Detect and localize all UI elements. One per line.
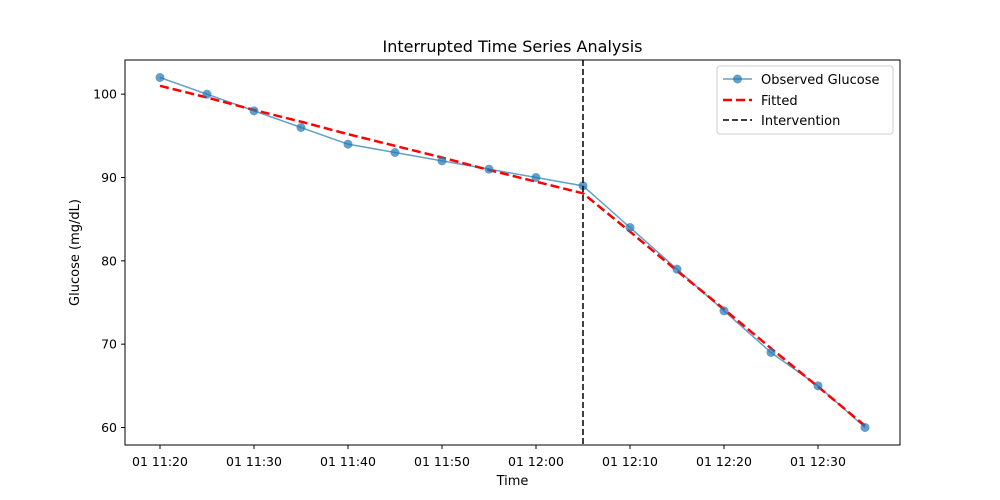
chart-title: Interrupted Time Series Analysis	[383, 37, 643, 56]
x-tick-label: 01 12:30	[790, 454, 846, 469]
observed-glucose-point	[766, 348, 776, 357]
fitted-line	[159, 84, 866, 427]
legend-label-intervention: Intervention	[761, 114, 840, 129]
observed-glucose-point	[531, 173, 541, 182]
observed-glucose-point	[437, 156, 447, 166]
legend: Observed Glucose Fitted Intervention	[716, 65, 894, 135]
series-layer	[155, 60, 870, 445]
observed-glucose-line	[159, 76, 866, 429]
observed-glucose-point	[719, 306, 729, 316]
y-tick-label: 100	[93, 87, 117, 102]
observed-glucose-point	[202, 89, 212, 99]
observed-glucose-point	[625, 223, 635, 232]
legend-marker-observed	[733, 74, 742, 84]
legend-box	[716, 65, 894, 135]
legend-label-fitted: Fitted	[761, 94, 798, 109]
x-tick-label: 01 12:00	[508, 454, 564, 469]
x-tick-label: 01 11:20	[132, 454, 188, 469]
observed-glucose-point	[672, 264, 682, 274]
x-tick-label: 01 11:40	[320, 454, 376, 469]
y-axis-label: Glucose (mg/dL)	[68, 199, 83, 306]
x-tick-label: 01 12:10	[602, 454, 658, 469]
legend-label-observed: Observed Glucose	[761, 73, 879, 88]
x-tick-label: 01 12:20	[696, 454, 752, 469]
observed-glucose-point	[484, 164, 494, 174]
observed-glucose-point	[860, 423, 870, 432]
y-tick-label: 90	[101, 170, 117, 185]
y-axis: 60 70 80 90 100	[93, 87, 125, 435]
observed-glucose-point	[296, 123, 306, 132]
y-tick-label: 80	[101, 253, 117, 268]
plot-area	[124, 59, 901, 446]
observed-glucose-point	[343, 139, 353, 149]
observed-glucose-point	[813, 381, 823, 391]
y-tick-label: 60	[101, 420, 117, 435]
observed-glucose-point	[155, 73, 165, 82]
observed-glucose-point	[578, 181, 588, 191]
observed-glucose-point	[390, 148, 400, 157]
y-tick-label: 70	[101, 337, 117, 352]
observed-glucose-point	[249, 106, 259, 116]
x-axis: 01 11:20 01 11:30 01 11:40 01 11:50 01 12:00…	[132, 445, 846, 469]
x-tick-label: 01 11:30	[226, 454, 282, 469]
x-tick-label: 01 11:50	[414, 454, 470, 469]
x-axis-label: Time	[496, 474, 529, 489]
